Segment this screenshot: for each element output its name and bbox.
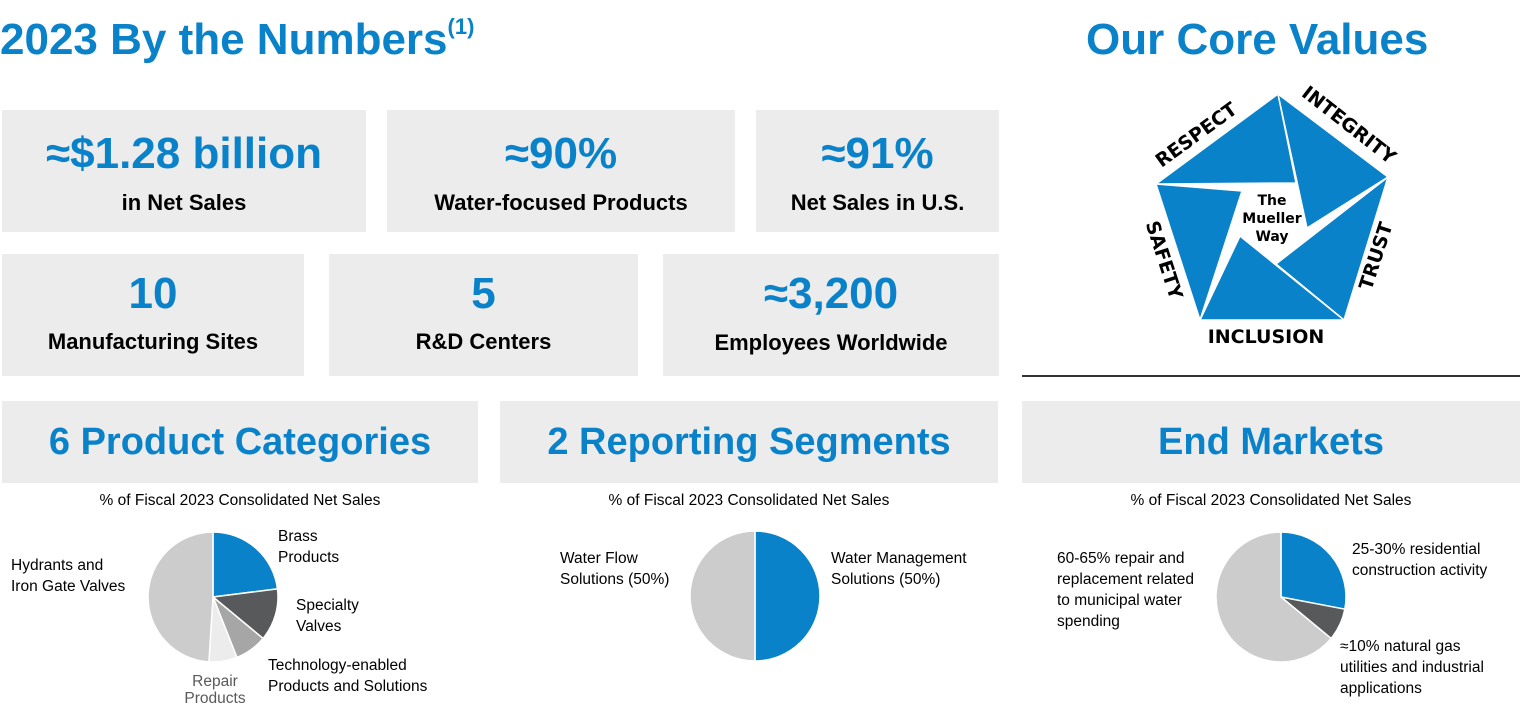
stat-manufacturing-sites: 10 Manufacturing Sites: [2, 254, 304, 376]
center-line-1: The: [1257, 193, 1286, 209]
pie-end-markets: [1215, 531, 1347, 663]
label-technology-enabled: Technology-enabled Products and Solution…: [268, 657, 428, 695]
pie-slice-60-65-repair-and-replacement-related-to-municipal-water-spending: [1215, 531, 1333, 663]
reporting-segments-header: 2 Reporting Segments: [500, 401, 998, 483]
stat-label: R&D Centers: [415, 329, 552, 354]
end-markets-subtitle: % of Fiscal 2023 Consolidated Net Sales: [1130, 492, 1412, 509]
stat-value: ≈90%: [504, 129, 618, 178]
stat-label: Manufacturing Sites: [47, 329, 259, 354]
product-categories-subtitle: % of Fiscal 2023 Consolidated Net Sales: [99, 492, 381, 509]
stat-label: in Net Sales: [121, 190, 247, 215]
footnote-marker: (1): [447, 14, 475, 39]
center-line-3: Way: [1255, 229, 1288, 245]
stat-value: ≈3,200: [763, 269, 899, 318]
pie-product-categories: [147, 531, 279, 663]
stat-label: Net Sales in U.S.: [790, 190, 965, 215]
label-repair-products: Repair Products: [184, 673, 246, 707]
pie-slice-water-flow-solutions-50: [689, 530, 756, 662]
label-water-management: Water Management Solutions (50%): [831, 550, 967, 588]
reporting-segments-subtitle: % of Fiscal 2023 Consolidated Net Sales: [608, 492, 890, 509]
product-categories-header: 6 Product Categories: [2, 401, 478, 483]
divider: [1022, 375, 1520, 377]
end-markets-header: End Markets: [1022, 401, 1520, 483]
stat-value: 10: [128, 269, 178, 318]
stat-value: 5: [471, 269, 496, 318]
pie-slice-hydrants-and-iron-gate-valves: [147, 531, 214, 663]
stat-employees: ≈3,200 Employees Worldwide: [663, 254, 999, 376]
label-natural-gas: ≈10% natural gas utilities and industria…: [1340, 638, 1484, 697]
label-water-flow: Water Flow Solutions (50%): [560, 550, 670, 588]
label-brass-products: Brass Products: [278, 528, 340, 566]
pie-slice-25-30-residential-construction-activity: [1280, 531, 1347, 611]
core-values-pinwheel: The Mueller Way RESPECT INTEGRITY TRUST …: [1141, 82, 1400, 348]
pie-slice-water-management-solutions-50: [754, 530, 821, 662]
stat-value: ≈$1.28 billion: [45, 129, 322, 178]
pinwheel-blade-integrity: [1276, 92, 1390, 230]
center-line-2: Mueller: [1242, 211, 1301, 227]
stat-rd-centers: 5 R&D Centers: [329, 254, 638, 376]
stat-net-sales: ≈$1.28 billion in Net Sales: [2, 110, 366, 232]
label-specialty-valves: Specialty Valves: [296, 597, 359, 635]
pie-slice-brass-products: [212, 531, 279, 598]
stat-label: Water-focused Products: [434, 190, 688, 215]
stat-value: ≈91%: [821, 129, 934, 178]
pinwheel-blade-safety: [1154, 183, 1244, 323]
label-hydrants: Hydrants and Iron Gate Valves: [11, 557, 126, 595]
pinwheel-blade-inclusion: [1198, 234, 1347, 321]
stat-us-sales: ≈91% Net Sales in U.S.: [756, 110, 999, 232]
label-residential: 25-30% residential construction activity: [1352, 541, 1488, 579]
stat-water-focused: ≈90% Water-focused Products: [387, 110, 735, 232]
value-inclusion: INCLUSION: [1208, 326, 1325, 348]
core-values-title: Our Core Values: [1086, 15, 1429, 64]
pie-reporting-segments: [689, 530, 821, 662]
stat-label: Employees Worldwide: [714, 330, 948, 355]
page-title: 2023 By the Numbers(1): [0, 14, 475, 64]
label-repair-replacement: 60-65% repair and replacement related to…: [1057, 550, 1194, 630]
